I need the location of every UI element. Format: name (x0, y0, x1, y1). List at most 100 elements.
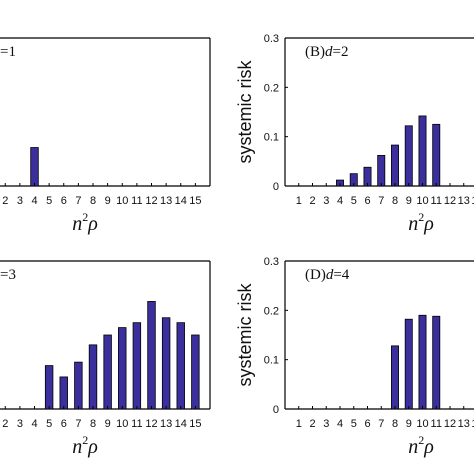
bar-11 (432, 123, 441, 187)
x-tick-label: 3 (323, 418, 329, 430)
x-tick-label: 8 (90, 195, 96, 207)
x-tick-label: 8 (392, 195, 398, 207)
x-tick-label: 6 (61, 418, 67, 430)
x-tick-label: 15 (189, 195, 201, 207)
y-tick-label: 0 (273, 181, 279, 193)
x-tick-label: 9 (105, 195, 111, 207)
x-axis-label: n2ρ (408, 433, 434, 458)
bar-8 (88, 344, 98, 410)
x-tick-label: 7 (378, 195, 384, 207)
y-tick-label: 0.2 (264, 305, 279, 317)
x-tick-label: 5 (351, 195, 357, 207)
x-tick-label: 2 (309, 195, 315, 207)
x-tick-label: 13 (160, 418, 172, 430)
x-axis-label: n2ρ (72, 433, 98, 458)
x-tick-label: 13 (458, 195, 470, 207)
x-tick-label: 3 (17, 418, 23, 430)
x-tick-label: 2 (2, 418, 8, 430)
x-tick-label: 12 (444, 418, 456, 430)
bar-9 (103, 334, 112, 410)
x-tick-label: 9 (406, 418, 412, 430)
x-tick-label: 3 (323, 195, 329, 207)
bar-8 (391, 345, 399, 410)
bar-8 (391, 144, 399, 187)
x-tick-label: 8 (90, 418, 96, 430)
x-tick-label: 5 (351, 418, 357, 430)
panel-d: 12345678910111213141500.10.20.3systemic … (235, 256, 474, 458)
x-tick-label: 6 (61, 195, 67, 207)
x-axis-label: n2ρ (408, 210, 434, 235)
x-tick-label: 4 (337, 418, 343, 430)
bar-12 (147, 301, 156, 410)
y-tick-label: 0.1 (264, 355, 279, 367)
x-tick-label: 11 (431, 195, 442, 207)
x-tick-label: 11 (131, 195, 142, 207)
panel-title: =3 (0, 267, 16, 283)
x-tick-label: 1 (296, 195, 302, 207)
x-tick-label: 14 (471, 418, 474, 430)
x-tick-label: 5 (46, 195, 52, 207)
x-tick-label: 12 (444, 195, 456, 207)
x-tick-label: 4 (31, 195, 37, 207)
x-tick-label: 2 (309, 418, 315, 430)
bar-10 (118, 327, 127, 410)
x-tick-label: 8 (392, 418, 398, 430)
x-tick-label: 13 (160, 195, 172, 207)
bar-14 (176, 322, 185, 410)
x-tick-label: 10 (416, 195, 428, 207)
panel-c: 123456789101112131415n2ρ=3 (0, 260, 211, 458)
x-tick-label: 7 (378, 418, 384, 430)
bar-4 (30, 147, 39, 187)
bar-7 (377, 155, 386, 187)
bar-10 (418, 314, 427, 410)
x-tick-label: 4 (337, 195, 343, 207)
x-tick-label: 11 (431, 418, 442, 430)
x-tick-label: 3 (17, 195, 23, 207)
bar-6 (59, 376, 68, 410)
bar-11 (432, 315, 441, 410)
y-axis-label: systemic risk (235, 60, 255, 164)
x-axis-label: n2ρ (72, 210, 98, 235)
x-tick-label: 12 (145, 418, 157, 430)
bar-5 (44, 365, 54, 410)
bar-15 (191, 334, 200, 410)
x-tick-label: 14 (471, 195, 474, 207)
x-tick-label: 13 (458, 418, 470, 430)
bar-9 (404, 125, 413, 187)
panel-title: =1 (0, 44, 16, 60)
x-tick-label: 5 (46, 418, 52, 430)
x-tick-label: 12 (145, 195, 157, 207)
x-tick-label: 11 (131, 418, 142, 430)
panel-title: (D)d=4 (305, 267, 350, 283)
panel-title: (B)d=2 (305, 44, 348, 60)
y-tick-label: 0.2 (264, 82, 279, 94)
bar-10 (418, 115, 427, 187)
x-tick-label: 1 (296, 418, 302, 430)
x-tick-label: 9 (105, 418, 111, 430)
y-tick-label: 0.3 (264, 256, 279, 268)
bar-9 (404, 318, 413, 410)
x-tick-label: 10 (116, 418, 128, 430)
y-tick-label: 0 (273, 404, 279, 416)
x-tick-label: 14 (175, 195, 187, 207)
x-tick-label: 15 (189, 418, 201, 430)
y-tick-label: 0.3 (264, 33, 279, 45)
x-tick-label: 7 (75, 195, 81, 207)
x-tick-label: 4 (31, 418, 37, 430)
bar-7 (74, 361, 83, 410)
panel-b: 12345678910111213141500.10.20.3systemic … (235, 33, 474, 235)
x-tick-label: 9 (406, 195, 412, 207)
x-tick-label: 2 (2, 195, 8, 207)
y-tick-label: 0.1 (264, 132, 279, 144)
y-axis-label: systemic risk (235, 283, 255, 387)
x-tick-label: 10 (416, 418, 428, 430)
bar-13 (161, 317, 171, 410)
panel-a: 123456789101112131415n2ρ=1 (0, 37, 211, 235)
x-tick-label: 6 (364, 418, 370, 430)
x-tick-label: 10 (116, 195, 128, 207)
x-tick-label: 6 (364, 195, 370, 207)
x-tick-label: 14 (175, 418, 187, 430)
bar-11 (132, 322, 142, 410)
x-tick-label: 7 (75, 418, 81, 430)
